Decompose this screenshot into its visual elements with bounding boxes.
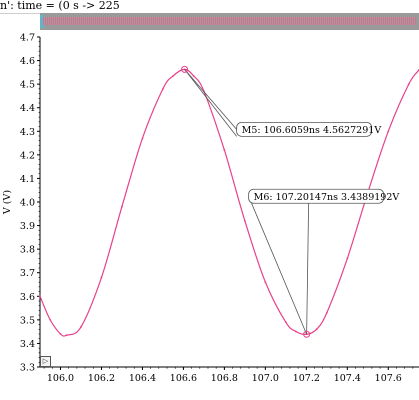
x-tick-label: 106.6 [170, 373, 197, 384]
y-tick-label: 3.3 [20, 363, 35, 374]
x-tick-label: 107.6 [375, 373, 402, 384]
marker-point [181, 65, 189, 73]
x-tick-label: 107.2 [293, 373, 320, 384]
y-tick-label: 3.6 [20, 292, 35, 303]
series-point [192, 74, 195, 77]
x-tick-label: 107.4 [334, 373, 361, 384]
series-point [243, 219, 246, 222]
series-point [346, 257, 349, 260]
y-tick-label: 3.7 [20, 268, 35, 279]
y-tick-label: 3.9 [20, 221, 35, 232]
series-point [407, 83, 410, 86]
series-point [315, 328, 318, 331]
series-point [284, 321, 287, 324]
play-icon[interactable]: ▷ [40, 356, 51, 367]
series-point [59, 333, 62, 335]
series-point [141, 137, 144, 140]
series-point [80, 326, 82, 328]
marker-leader [248, 196, 307, 335]
y-tick-label: 4.7 [20, 33, 35, 44]
marker-leader [184, 69, 237, 130]
series-point [100, 276, 103, 279]
marker-label: M5: 106.6059ns 4.5627291V [242, 125, 382, 136]
series-point [49, 318, 52, 321]
y-tick-label: 4.3 [20, 127, 35, 138]
y-axis-label: V (V) [2, 190, 13, 215]
x-tick-label: 106.2 [88, 373, 115, 384]
y-tick-label: 4.0 [20, 198, 35, 209]
series-point [325, 311, 328, 314]
overview-handle[interactable] [40, 15, 44, 28]
marker-box [236, 121, 373, 137]
x-tick-label: 106.8 [211, 373, 238, 384]
y-tick-label: 4.2 [20, 150, 35, 161]
y-tick-label: 4.4 [20, 103, 35, 114]
marker-point [303, 330, 311, 338]
x-tick-label: 106.4 [129, 373, 156, 384]
overview-waveform [43, 17, 416, 25]
series-point [172, 74, 175, 77]
series-point [387, 130, 390, 133]
series-point [223, 149, 226, 152]
marker-label: M6: 107.20147ns 3.4389192V [254, 192, 400, 203]
y-tick-label: 4.5 [20, 80, 35, 91]
series-point [65, 334, 68, 337]
waveform-overview-strip[interactable] [40, 13, 419, 30]
marker-box [248, 188, 385, 204]
y-tick-label: 4.1 [20, 174, 35, 185]
y-tick-label: 4.6 [20, 56, 35, 67]
marker-leader [306, 203, 310, 335]
marker-leader [184, 69, 237, 137]
y-tick-label: 3.5 [20, 315, 35, 326]
series-point [295, 330, 297, 333]
series-point [121, 205, 123, 208]
series-point [162, 87, 164, 90]
series-point [264, 281, 267, 284]
y-tick-label: 3.8 [20, 245, 35, 256]
y-tick-label: 3.4 [20, 339, 35, 350]
series-point [39, 295, 41, 298]
window-title: n': time = (0 s -> 225 [0, 0, 120, 12]
x-tick-label: 107.0 [252, 373, 279, 384]
x-tick-label: 106.0 [47, 373, 74, 384]
